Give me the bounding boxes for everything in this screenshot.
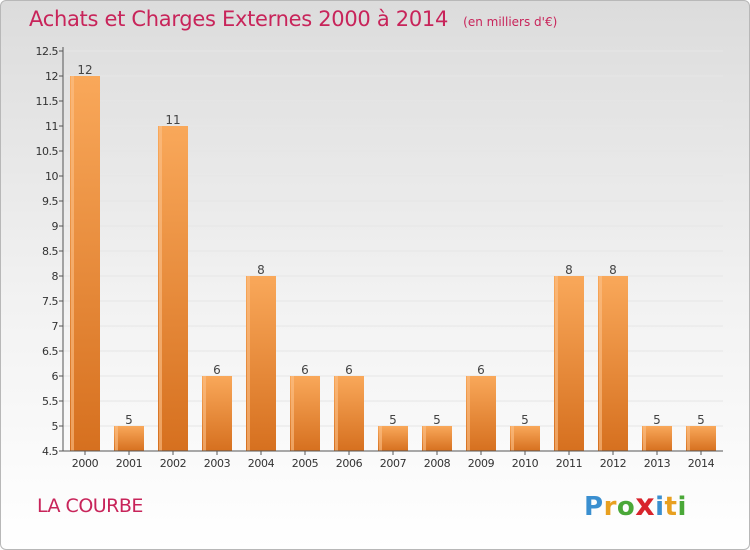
bar-highlight (71, 76, 74, 451)
bar-highlight (203, 376, 206, 451)
chart-title: Achats et Charges Externes 2000 à 2014 (29, 7, 449, 31)
x-tick-label: 2006 (336, 457, 363, 470)
y-tick-label: 7 (52, 320, 59, 333)
bar-highlight (115, 426, 118, 451)
y-tick-label: 11 (45, 120, 58, 133)
x-tick-label: 2014 (688, 457, 715, 470)
data-label: 5 (521, 413, 529, 427)
y-tick-label: 10.5 (36, 145, 59, 158)
y-tick-label: 9.5 (42, 195, 58, 208)
bar-highlight (511, 426, 514, 451)
x-tick-label: 2007 (380, 457, 407, 470)
bar (422, 426, 452, 451)
y-tick-label: 10 (45, 170, 58, 183)
bar (246, 276, 276, 451)
place-name: LA COURBE (37, 495, 143, 517)
data-labels: 12 5 11 6 8 6 6 5 5 6 5 8 8 5 5 (77, 63, 704, 427)
bar-highlight (335, 376, 338, 451)
y-tick-label: 4.5 (42, 445, 58, 458)
data-label: 5 (433, 413, 441, 427)
data-label: 5 (125, 413, 133, 427)
chart-unit: (en milliers d'€) (463, 15, 558, 29)
x-tick-label: 2002 (160, 457, 186, 470)
bar-highlight (687, 426, 690, 451)
bar-highlight (555, 276, 558, 451)
x-tick-label: 2000 (72, 457, 99, 470)
bar-highlight (643, 426, 646, 451)
bars (70, 76, 716, 451)
data-label: 8 (609, 263, 617, 277)
data-label: 6 (477, 363, 485, 377)
bar-highlight (291, 376, 294, 451)
data-label: 6 (213, 363, 221, 377)
bar-highlight (247, 276, 250, 451)
x-tick-label: 2001 (116, 457, 142, 470)
x-tick-label: 2009 (468, 457, 495, 470)
y-tick-label: 6 (52, 370, 59, 383)
y-tick-label: 6.5 (42, 345, 58, 358)
bar (158, 126, 188, 451)
bar (510, 426, 540, 451)
x-tick-label: 2005 (292, 457, 319, 470)
bar (598, 276, 628, 451)
bar (70, 76, 100, 451)
bar-highlight (423, 426, 426, 451)
title-row: Achats et Charges Externes 2000 à 2014 (… (29, 7, 557, 31)
x-tick-label: 2011 (556, 457, 582, 470)
y-tick-label: 8 (52, 270, 59, 283)
x-tick-label: 2004 (248, 457, 275, 470)
y-tick-label: 5 (52, 420, 59, 433)
y-tick-label: 12.5 (36, 45, 59, 58)
bar (686, 426, 716, 451)
y-tick-label: 12 (45, 70, 58, 83)
y-tick-label: 5.5 (42, 395, 58, 408)
data-label: 5 (697, 413, 705, 427)
x-tick-label: 2008 (424, 457, 451, 470)
data-label: 6 (345, 363, 353, 377)
bar-highlight (599, 276, 602, 451)
bar (114, 426, 144, 451)
data-label: 6 (301, 363, 309, 377)
bar (202, 376, 232, 451)
bar (378, 426, 408, 451)
y-tick-label: 9 (52, 220, 59, 233)
bar (334, 376, 364, 451)
data-label: 12 (77, 63, 92, 77)
proxiti-logo[interactable]: Proxiti (584, 488, 687, 523)
bar-highlight (379, 426, 382, 451)
x-tick-label: 2003 (204, 457, 231, 470)
data-label: 5 (389, 413, 397, 427)
data-label: 8 (565, 263, 573, 277)
y-tick-label: 8.5 (42, 245, 58, 258)
axes: 4.5 5 5.5 6 6.5 7 7.5 8 8.5 9 9.5 10 10.5 11 11.5 12 12.… (36, 45, 723, 470)
y-tick-label: 11.5 (36, 95, 59, 108)
data-label: 5 (653, 413, 661, 427)
bar (290, 376, 320, 451)
x-tick-label: 2013 (644, 457, 671, 470)
x-tick-label: 2012 (600, 457, 626, 470)
data-label: 8 (257, 263, 265, 277)
bar (466, 376, 496, 451)
data-label: 11 (165, 113, 180, 127)
bar-highlight (159, 126, 162, 451)
bar (554, 276, 584, 451)
bar-highlight (467, 376, 470, 451)
bar (642, 426, 672, 451)
y-tick-label: 7.5 (42, 295, 58, 308)
x-tick-label: 2010 (512, 457, 539, 470)
